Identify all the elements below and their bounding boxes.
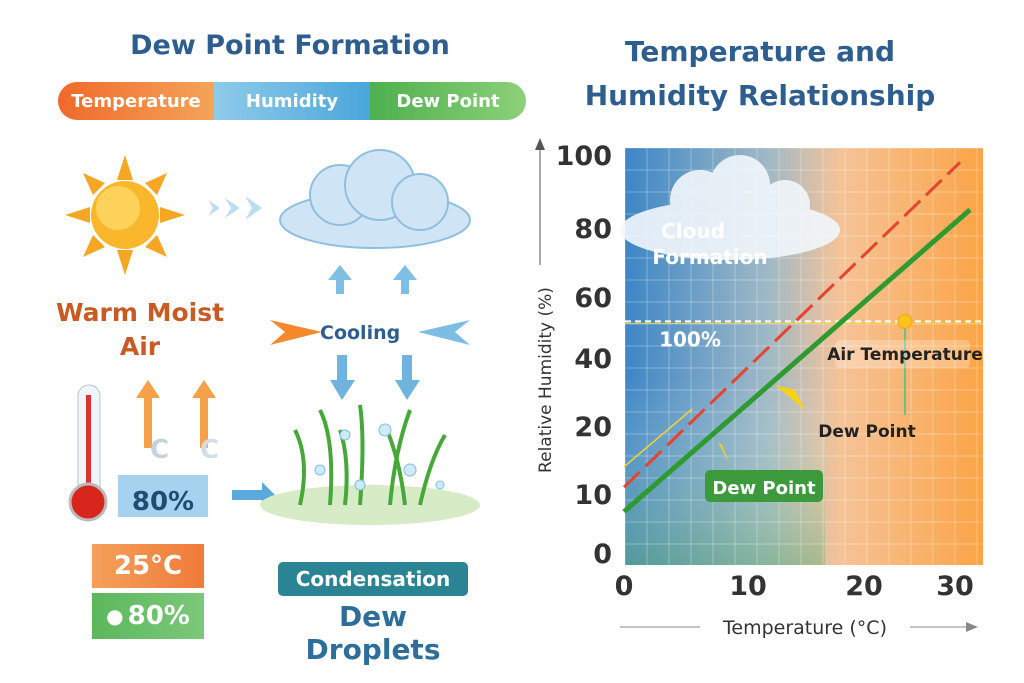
dew-droplets-label: Dew Droplets (305, 600, 441, 666)
humidity-badge: ● 80% (92, 593, 204, 639)
right-title-line2: Humidity Relationship (584, 79, 936, 112)
humidity-badge-value: 80% (127, 601, 190, 631)
sun-icon (65, 155, 185, 275)
y-tick-label: 80 (574, 214, 612, 245)
c-mark: C (150, 435, 169, 465)
x-tick-label: 20 (845, 571, 883, 602)
x-axis-label: Temperature (°C) (722, 617, 887, 639)
cooling-label: Cooling (320, 322, 401, 344)
legend-temperature: Temperature (58, 82, 214, 120)
y-tick-label: 100 (556, 141, 612, 172)
legend-bar: Temperature Humidity Dew Point (58, 82, 526, 120)
warm-arrow-icon (270, 320, 322, 345)
y-tick-label: 20 (574, 412, 612, 443)
x-tick-label: 30 (936, 571, 974, 602)
pointer-icon (718, 442, 730, 465)
cloud-label-line: Formation (652, 245, 767, 269)
y-tick-label: 10 (574, 480, 612, 511)
y-axis-label: Relative Humidity (%) (536, 287, 556, 473)
right-title: Temperature and Humidity Relationship (560, 30, 960, 118)
legend-humidity: Humidity (214, 82, 370, 120)
left-title: Dew Point Formation (130, 30, 450, 61)
cloud-label-line: Cloud (661, 219, 725, 243)
saturation-label: 100% (659, 327, 721, 351)
humidity-box-value: 80% (132, 487, 194, 517)
dew-point-marker (897, 313, 913, 329)
dew-point-tag (705, 470, 823, 502)
humidity-box (118, 475, 208, 517)
cloud-formation-icon (620, 155, 840, 260)
grass-icon (260, 404, 480, 525)
y-tick-label: 40 (574, 344, 612, 375)
x-tick-label: 10 (729, 571, 767, 602)
left-illustration: C C 80% (65, 149, 480, 525)
x-tick-label: 0 (615, 571, 634, 602)
y-tick-label: 60 (574, 283, 612, 314)
rising-heat-arrows-icon (136, 380, 216, 448)
right-title-line1: Temperature and (624, 35, 896, 68)
cloud-label-1: Cloud Formation (652, 219, 767, 269)
series-line-dew-point (622, 207, 972, 514)
condensation-label: Condensation (278, 562, 468, 596)
y-arrow-icon (535, 138, 545, 150)
dew-point-annotation: Air Temperature (827, 345, 983, 365)
series-line-air-temperature (622, 161, 962, 489)
annotation-box (835, 340, 970, 368)
down-arrows-icon (330, 355, 420, 400)
air-temperature-annotation: Dew Point (818, 422, 915, 442)
droplet-icon: ● (106, 604, 124, 628)
warm-moist-air-label: Warm Moist Air (55, 298, 225, 361)
temperature-badge: 25°C (92, 544, 204, 588)
rising-air-arrows-icon (328, 265, 417, 294)
legend-dew-point: Dew Point (370, 82, 526, 120)
chevron-arrows-icon (208, 196, 262, 220)
cloud-icon (279, 149, 471, 249)
guide-line (623, 408, 693, 468)
x-arrow-icon (966, 622, 978, 632)
cold-arrow-icon (418, 320, 470, 345)
pointer-icon (775, 385, 805, 410)
thermometer-icon (68, 384, 108, 522)
y-tick-label: 0 (593, 539, 612, 570)
dew-point-tag-label: Dew Point (712, 478, 816, 499)
c-mark: C (200, 435, 219, 465)
